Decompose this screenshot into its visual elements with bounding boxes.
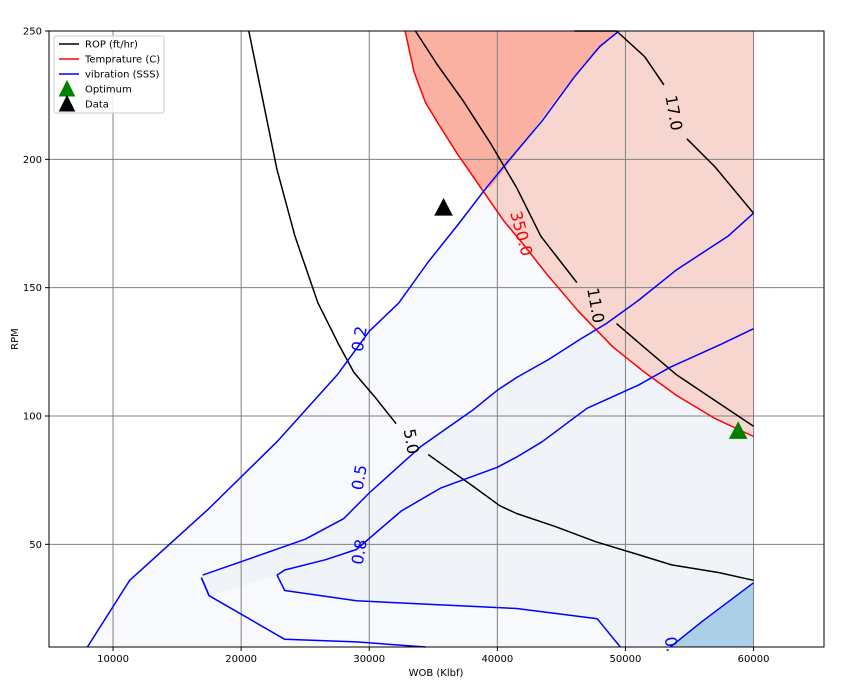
- y-tick-label: 50: [29, 540, 42, 551]
- contour-label: 0.5: [348, 463, 371, 491]
- legend-entry: ROP (ft/hr): [85, 40, 138, 51]
- legend-swatch: [58, 94, 76, 112]
- contour-label: 0.: [661, 635, 682, 653]
- contour-line-vibration-sss-7: [86, 30, 620, 648]
- x-tick-label: 50000: [610, 654, 642, 665]
- legend-box: [53, 35, 165, 114]
- contour-line-vibration-sss-13: [669, 582, 754, 648]
- y-tick-label: 100: [23, 412, 42, 423]
- markers-layer: [434, 198, 748, 439]
- contour-line-rop-ft-hr-3: [616, 323, 754, 427]
- contour-label: 0.2: [348, 325, 371, 353]
- contour-line-vibration-sss-8: [202, 212, 755, 576]
- contour-line-rop-ft-hr-5: [686, 138, 755, 214]
- grid-layer: [49, 31, 824, 647]
- y-tick-label: 150: [23, 283, 42, 294]
- marker-optimum: [728, 421, 748, 439]
- contour-line-vibration-sss-12: [276, 574, 621, 648]
- contour-line-vibration-sss-9: [276, 328, 754, 576]
- plot-frame: [48, 30, 825, 648]
- contour-line-temprature-c-6: [404, 30, 754, 438]
- legend-entry: Optimum: [85, 85, 132, 96]
- x-tick-label: 60000: [738, 654, 770, 665]
- x-tick-label: 30000: [353, 654, 385, 665]
- y-tick-label: 200: [23, 155, 42, 166]
- x-axis-label: WOB (Klbf): [409, 668, 464, 679]
- x-tick-label: 20000: [225, 654, 257, 665]
- lines-layer: [86, 30, 755, 648]
- fills-layer: [87, 31, 754, 647]
- legend-entry: Temprature (C): [84, 55, 160, 66]
- x-tick-label: 40000: [481, 654, 513, 665]
- legend: ROP (ft/hr) Temprature (C) vibration (SSS)…: [53, 35, 165, 114]
- contour-label: 0.8: [348, 538, 371, 566]
- contour-line-rop-ft-hr-2: [414, 30, 578, 283]
- y-axis-label: RPM: [10, 328, 21, 350]
- contour-line-rop-ft-hr-0: [248, 30, 397, 425]
- ticks-layer: 10000 20000 30000 40000 50000 60000 50 100 150 20…: [23, 27, 770, 666]
- marker-data: [434, 198, 453, 216]
- legend-entry: vibration (SSS): [85, 70, 160, 81]
- contour-line-vibration-sss-11: [200, 577, 210, 596]
- x-tick-label: 10000: [97, 654, 129, 665]
- legend-entry: Data: [85, 100, 109, 111]
- fill-temp-fill-dark: [405, 31, 618, 188]
- contour-label: 5.0: [400, 427, 423, 455]
- y-tick-label: 250: [23, 27, 42, 38]
